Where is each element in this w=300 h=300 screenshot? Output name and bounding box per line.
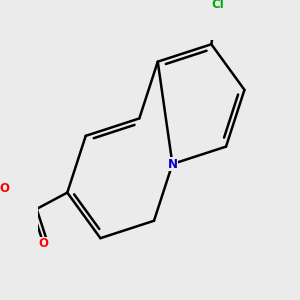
Text: Cl: Cl xyxy=(211,0,224,11)
Text: N: N xyxy=(167,158,177,170)
Text: O: O xyxy=(38,237,49,250)
Text: O: O xyxy=(0,182,10,195)
